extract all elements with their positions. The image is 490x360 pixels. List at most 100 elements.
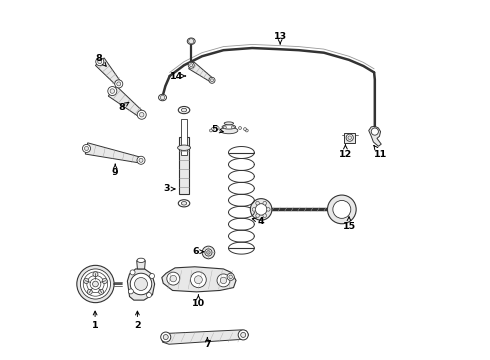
Polygon shape	[368, 126, 381, 146]
Ellipse shape	[256, 201, 259, 205]
Ellipse shape	[211, 79, 214, 82]
Ellipse shape	[241, 332, 245, 337]
Ellipse shape	[147, 293, 151, 297]
Ellipse shape	[130, 273, 152, 295]
Text: 1: 1	[92, 311, 98, 330]
Ellipse shape	[348, 136, 351, 139]
Ellipse shape	[327, 195, 356, 224]
Ellipse shape	[223, 126, 226, 129]
Ellipse shape	[205, 249, 212, 256]
Ellipse shape	[256, 214, 259, 217]
Bar	[179, 137, 189, 194]
Bar	[181, 119, 187, 155]
Ellipse shape	[139, 158, 143, 162]
Text: 8: 8	[118, 102, 129, 112]
Text: 13: 13	[273, 32, 287, 44]
Ellipse shape	[220, 277, 227, 284]
Ellipse shape	[202, 246, 215, 259]
Ellipse shape	[267, 208, 270, 211]
Ellipse shape	[181, 202, 187, 205]
Ellipse shape	[188, 62, 194, 68]
Ellipse shape	[187, 38, 195, 44]
Ellipse shape	[216, 127, 219, 130]
Ellipse shape	[250, 199, 272, 220]
Ellipse shape	[244, 128, 246, 131]
Ellipse shape	[149, 274, 154, 279]
Text: 6: 6	[193, 247, 204, 256]
Text: 10: 10	[192, 295, 205, 308]
Polygon shape	[127, 269, 155, 300]
Ellipse shape	[245, 129, 248, 132]
Ellipse shape	[178, 107, 190, 114]
Ellipse shape	[207, 251, 210, 254]
Ellipse shape	[191, 272, 206, 288]
Ellipse shape	[181, 108, 187, 112]
Ellipse shape	[82, 144, 91, 152]
Polygon shape	[162, 330, 248, 344]
Ellipse shape	[229, 275, 232, 279]
Ellipse shape	[96, 58, 104, 66]
Ellipse shape	[93, 272, 98, 277]
Polygon shape	[85, 143, 142, 163]
Ellipse shape	[83, 272, 108, 296]
Ellipse shape	[178, 200, 190, 207]
Ellipse shape	[211, 128, 214, 131]
Ellipse shape	[189, 39, 194, 44]
Ellipse shape	[128, 289, 133, 294]
Ellipse shape	[77, 265, 114, 303]
Ellipse shape	[87, 289, 92, 294]
Polygon shape	[137, 261, 146, 269]
Text: 9: 9	[112, 164, 119, 177]
Ellipse shape	[135, 278, 147, 291]
Text: 11: 11	[374, 145, 387, 159]
Ellipse shape	[93, 281, 98, 287]
Text: 7: 7	[204, 338, 211, 350]
Ellipse shape	[137, 110, 146, 119]
Ellipse shape	[84, 279, 89, 284]
Text: 3: 3	[164, 184, 175, 193]
Ellipse shape	[98, 289, 104, 294]
Ellipse shape	[87, 275, 104, 293]
Ellipse shape	[90, 279, 101, 289]
Ellipse shape	[255, 204, 267, 215]
Ellipse shape	[80, 269, 111, 299]
Ellipse shape	[337, 205, 339, 214]
Ellipse shape	[167, 272, 180, 285]
Polygon shape	[96, 58, 121, 86]
Ellipse shape	[102, 279, 107, 284]
Ellipse shape	[238, 330, 248, 340]
Ellipse shape	[239, 127, 242, 130]
Ellipse shape	[163, 334, 168, 339]
Ellipse shape	[115, 80, 123, 88]
Bar	[344, 133, 355, 143]
Text: 8: 8	[96, 54, 106, 66]
Ellipse shape	[117, 82, 121, 86]
Ellipse shape	[328, 205, 330, 214]
Ellipse shape	[346, 134, 353, 141]
Ellipse shape	[210, 129, 212, 132]
Ellipse shape	[371, 128, 378, 135]
Ellipse shape	[252, 208, 256, 211]
Ellipse shape	[331, 205, 333, 214]
Text: 5: 5	[211, 125, 223, 134]
Text: 2: 2	[134, 311, 141, 330]
Ellipse shape	[137, 156, 145, 164]
Ellipse shape	[334, 205, 336, 214]
Ellipse shape	[170, 275, 176, 282]
Ellipse shape	[195, 276, 202, 284]
Ellipse shape	[231, 126, 234, 129]
Ellipse shape	[227, 273, 234, 280]
Ellipse shape	[263, 201, 267, 205]
Text: 12: 12	[339, 145, 352, 159]
Ellipse shape	[159, 94, 167, 101]
Polygon shape	[108, 86, 144, 117]
Ellipse shape	[161, 332, 171, 342]
Text: 4: 4	[252, 217, 265, 226]
Ellipse shape	[108, 86, 117, 96]
Ellipse shape	[190, 64, 193, 67]
Ellipse shape	[140, 112, 144, 117]
Ellipse shape	[220, 127, 238, 134]
Polygon shape	[162, 267, 236, 292]
Ellipse shape	[217, 274, 230, 287]
Polygon shape	[189, 62, 213, 82]
